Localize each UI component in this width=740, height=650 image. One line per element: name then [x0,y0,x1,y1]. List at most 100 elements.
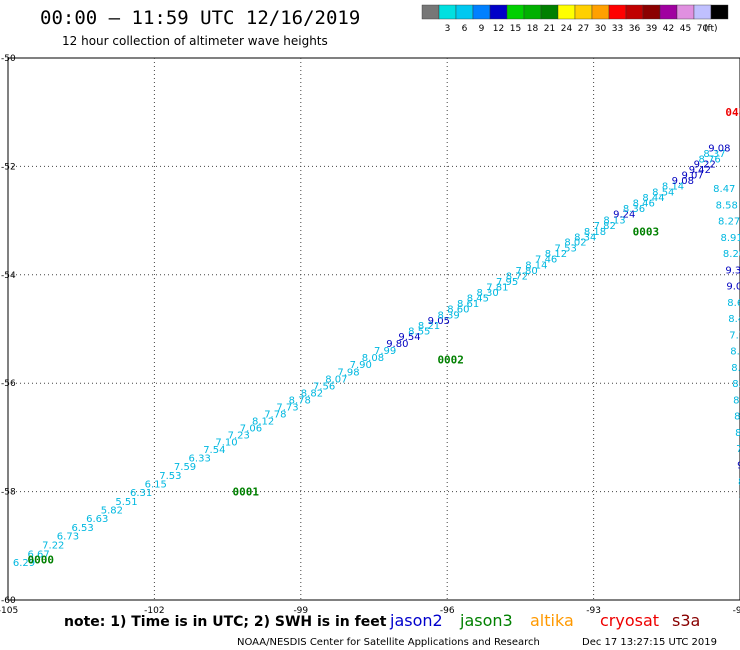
swh-value-label: 8.02 [564,238,586,249]
legend-swatch [455,4,474,20]
legend-swatch [625,4,644,20]
legend-swatch [421,4,440,20]
swh-value-label: 8.13 [603,216,625,227]
legend-swatch [472,4,491,20]
swh-value-label: 8.51 [730,347,740,358]
time-label: 0002 [437,353,464,366]
satellite-legend-item: cryosat [600,611,659,630]
swh-value-label: 7.10 [215,438,237,449]
legend-swatch [574,4,593,20]
swh-value-label: 8.27 [718,217,740,228]
swh-value-label: 8.12 [545,249,567,260]
legend-swatch [642,4,661,20]
x-tick-label: -99 [293,606,308,616]
swh-value-label: 8.07 [325,374,347,385]
x-tick-label: -90 [733,606,740,616]
swh-value-label: 8.10 [731,363,740,374]
legend-swatch [693,4,712,20]
swh-value-label: 8.14 [662,181,684,192]
satellite-legend: jason2 jason3 altika cryosat s3a [389,611,700,630]
swh-value-label: 8.63 [727,298,740,309]
swh-value-label: 7.99 [374,346,396,357]
swh-value-label: 7.22 [42,541,64,552]
legend-swatch [659,4,678,20]
swh-value-label: 9.01 [737,461,740,472]
legend-label: 36 [629,24,641,34]
y-tick-label: -56 [1,379,16,389]
swh-value-label: 8.78 [289,395,311,406]
x-tick-label: -105 [0,606,18,616]
legend-swatch [676,4,695,20]
swh-value-label: 9.08 [708,143,730,154]
swh-value-label: 6.67 [28,549,50,560]
swh-value-label: 6.53 [71,523,93,534]
wave-height-color-legend: 3 6 9 12 15 18 21 24 27 30 33 36 39 42 45 70 [421,4,729,34]
legend-label: 30 [595,24,607,34]
legend-label: 42 [663,24,674,34]
time-labels: 0000 0001 0002 0003 0450 [28,106,740,566]
legend-label: 33 [612,24,623,34]
swh-value-label: 7.90 [350,360,372,371]
x-tick-label: -93 [586,606,601,616]
swh-value-label: 8.45 [467,294,489,305]
swh-value-label: 9.31 [725,265,740,276]
footer-note: note: 1) Time is in UTC; 2) SWH is in fe… [64,614,387,630]
swh-value-label: 7.46 [535,255,557,266]
swh-value-label: 8.30 [476,288,498,299]
swh-value-label: 8.37 [703,149,725,160]
swh-value-label: 6.15 [145,479,167,490]
footer-credit: NOAA/NESDIS Center for Satellite Applica… [237,637,540,648]
swh-value-label: 8.74 [735,428,740,439]
legend-label: 15 [510,24,521,34]
swh-value-label: 9.54 [398,332,420,343]
swh-value-label: 9.07 [681,171,703,182]
swh-value-label: 6.63 [86,514,108,525]
swh-value-label: 6.31 [130,488,152,499]
satellite-legend-item: jason3 [459,611,513,630]
satellite-legend-item: altika [530,611,574,630]
swh-value-label: 7.68 [736,444,740,455]
legend-swatch [489,4,508,20]
x-tick-label: -102 [144,606,164,616]
footer-timestamp: Dec 17 13:27:15 UTC 2019 [582,637,717,648]
swh-value-label: 8.55 [408,327,430,338]
swh-value-label: 9.24 [613,210,635,221]
swh-value-label: 7.95 [496,277,518,288]
time-label: 0001 [232,486,259,499]
swh-value-label: 7.82 [594,221,616,232]
legend-swatch [608,4,627,20]
swh-value-label: 7.98 [337,367,359,378]
swh-value-label: 8.91 [720,233,740,244]
swh-value-label: 7.56 [313,381,335,392]
legend-label: 6 [462,24,468,34]
swh-value-label: 8.76 [699,154,721,165]
swh-value-label: 7.59 [174,462,196,473]
time-label: 0450 [725,106,740,119]
data-points: 6.296.677.226.736.536.635.825.516.316.15… [13,143,740,569]
swh-value-label: 7.81 [486,283,508,294]
legend-label: 9 [479,24,485,34]
legend-swatch [506,4,525,20]
swh-value-label: 7.53 [159,471,181,482]
swh-value-label: 8.46 [633,199,655,210]
time-label: 0000 [28,553,55,566]
swh-value-label: 8.60 [447,304,469,315]
swh-value-label: 6.73 [57,532,79,543]
satellite-legend-item: jason2 [389,611,443,630]
y-tick-label: -58 [1,488,16,498]
satellite-legend-item: s3a [672,611,700,630]
swh-value-label: 8.82 [301,388,323,399]
swh-value-label: 8.54 [652,187,674,198]
legend-label: 3 [445,24,451,34]
swh-value-label: 8.70 [734,412,740,423]
swh-value-label: 9.05 [428,316,450,327]
swh-value-label: 8.43 [728,314,740,325]
swh-value-label: 8.47 [713,184,735,195]
legend-unit: (ft) [704,24,718,34]
legend-swatch [710,4,729,20]
chart-title: 00:00 – 11:59 UTC 12/16/2019 [40,7,360,29]
legend-swatch [523,4,542,20]
swh-value-label: 8.14 [525,261,547,272]
swh-value-label: 9.80 [386,339,408,350]
swh-value-label: 8.50 [738,477,740,488]
